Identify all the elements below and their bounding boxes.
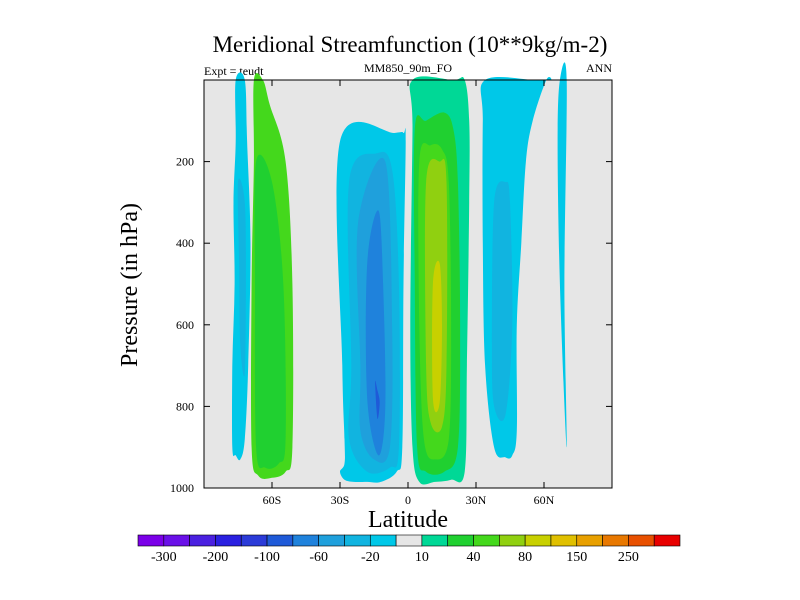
- colorbar-label: 40: [467, 550, 481, 565]
- x-axis-label: Latitude: [368, 507, 448, 533]
- colorbar-swatch: [163, 534, 190, 547]
- colorbar-label: -100: [254, 550, 280, 565]
- colorbar-label: -60: [309, 550, 328, 565]
- x-tick-label: 60S: [263, 493, 282, 507]
- y-tick-label: 800: [176, 399, 194, 413]
- colorbar-swatch: [421, 534, 449, 547]
- colorbar-swatch: [344, 534, 371, 547]
- colorbar-swatch: [318, 534, 345, 547]
- x-tick-label: 30N: [466, 493, 487, 507]
- chart-title: Meridional Streamfunction (10**9kg/m-2): [213, 32, 608, 57]
- colorbar-swatch: [240, 534, 268, 547]
- colorbar-swatch: [499, 534, 526, 547]
- colorbar-swatch: [447, 534, 474, 547]
- x-tick-label: 60N: [534, 493, 555, 507]
- colorbar-swatch: [473, 534, 500, 547]
- colorbar-swatch: [189, 534, 216, 547]
- colorbar-swatch: [369, 534, 397, 547]
- colorbar-label: 250: [618, 550, 639, 565]
- y-tick-label: 200: [176, 155, 194, 169]
- season-label: ANN: [586, 61, 612, 75]
- x-tick-label: 30S: [331, 493, 350, 507]
- y-tick-label: 400: [176, 236, 194, 250]
- colorbar-label: -20: [361, 550, 380, 565]
- sh-ferrel-cell-green-inner: [254, 154, 286, 469]
- plot-area: 60S 30S 0 30N 60N 200 400 600 800 1000: [170, 62, 613, 507]
- colorbar-swatch: [137, 534, 165, 547]
- nh-polar-strip-cyan: [557, 62, 567, 448]
- sh-polar-cell-blue: [237, 178, 246, 377]
- colorbar-swatch: [395, 534, 423, 547]
- contour-regions: [231, 62, 567, 485]
- colorbar-swatch: [653, 534, 681, 547]
- colorbar-swatch: [215, 534, 242, 547]
- colorbar-label: 10: [415, 550, 429, 565]
- x-tick-label: 0: [405, 493, 411, 507]
- colorbar-swatch: [576, 534, 603, 547]
- case-label: MM850_90m_FO: [364, 61, 452, 75]
- colorbar-swatch: [550, 534, 578, 547]
- colorbar-swatch: [524, 534, 552, 547]
- y-ticks: 200 400 600 800 1000: [170, 155, 612, 495]
- y-axis-label: Pressure (in hPa): [117, 203, 143, 367]
- colorbar: -300 -200 -100 -60 -20 10 40 80 150 250: [137, 534, 681, 565]
- y-tick-label: 1000: [170, 481, 194, 495]
- colorbar-swatch: [628, 534, 655, 547]
- nh-ferrel-cell-blue: [491, 181, 513, 422]
- nh-hadley-cell-core: [432, 260, 442, 413]
- colorbar-label: 150: [566, 550, 587, 565]
- experiment-label: Expt = teudt: [204, 64, 264, 78]
- colorbar-swatch: [602, 534, 629, 547]
- y-tick-label: 600: [176, 318, 194, 332]
- colorbar-label: -200: [203, 550, 229, 565]
- colorbar-swatch: [266, 534, 294, 547]
- sh-hadley-cell-blue3: [365, 210, 386, 456]
- colorbar-label: 80: [518, 550, 532, 565]
- colorbar-swatch: [292, 534, 319, 547]
- x-ticks: 60S 30S 0 30N 60N: [263, 80, 555, 507]
- colorbar-label: -300: [151, 550, 177, 565]
- sh-hadley-cell-core: [375, 380, 380, 420]
